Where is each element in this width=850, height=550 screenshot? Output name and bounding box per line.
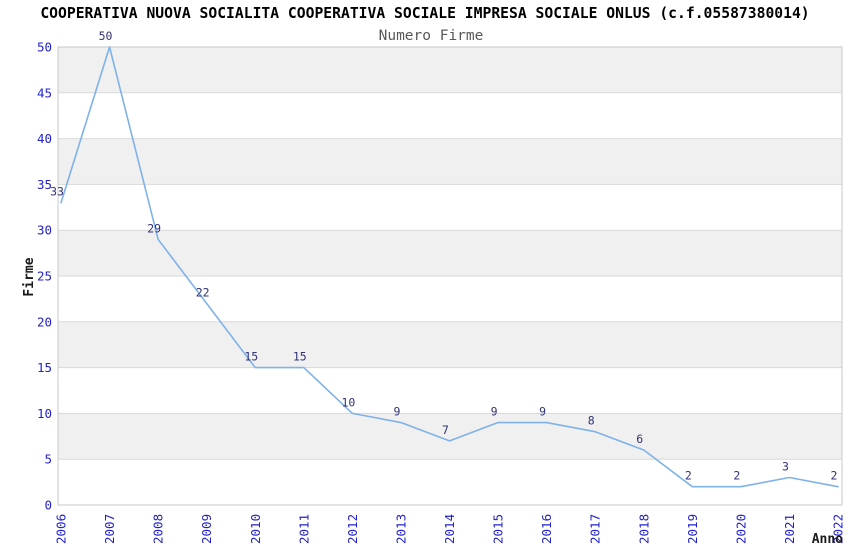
point-label-2006: 33 (50, 185, 64, 199)
point-label-2015: 9 (491, 405, 498, 419)
chart-title: COOPERATIVA NUOVA SOCIALITA COOPERATIVA … (40, 5, 810, 22)
x-tick-label-2010: 2010 (248, 514, 263, 544)
y-tick-label-50: 50 (37, 40, 52, 55)
point-label-2009: 22 (196, 285, 210, 299)
y-tick-label-0: 0 (44, 498, 52, 513)
y-tick-label-30: 30 (37, 223, 52, 238)
plot-band (58, 230, 842, 276)
plot-band (58, 413, 842, 460)
point-label-2017: 8 (588, 414, 595, 428)
x-tick-label-2008: 2008 (151, 514, 166, 544)
y-tick-label-10: 10 (37, 406, 52, 421)
x-tick-label-2020: 2020 (733, 514, 748, 544)
x-tick-label-2018: 2018 (636, 514, 651, 544)
x-tick-label-2013: 2013 (393, 514, 408, 544)
point-label-2008: 29 (147, 221, 161, 235)
x-tick-label-2016: 2016 (539, 514, 554, 544)
chart-subtitle: Numero Firme (378, 28, 484, 44)
plot-band (58, 321, 842, 368)
plot-border (57, 46, 843, 506)
x-tick-label-2009: 2009 (199, 514, 214, 544)
point-label-2018: 6 (636, 432, 643, 446)
y-tick-label-15: 15 (37, 360, 52, 375)
x-tick-label-2006: 2006 (54, 514, 69, 544)
y-tick-label-25: 25 (37, 269, 52, 284)
y-tick-label-45: 45 (37, 85, 52, 100)
plot-band (58, 47, 842, 93)
y-tick-label-40: 40 (37, 131, 52, 146)
point-label-2020: 2 (733, 469, 740, 483)
y-tick-label-35: 35 (37, 177, 52, 192)
x-axis-title: Anno (812, 532, 843, 547)
x-tick-label-2012: 2012 (345, 514, 360, 544)
data-line (60, 46, 839, 488)
x-tick-label-2019: 2019 (685, 514, 700, 544)
point-label-2010: 15 (244, 350, 258, 364)
point-label-2019: 2 (685, 469, 692, 483)
point-label-2016: 9 (539, 405, 546, 419)
plot-band (58, 138, 842, 185)
x-tick-label-2014: 2014 (442, 514, 457, 544)
point-label-2007: 50 (99, 29, 113, 43)
x-tick-label-2007: 2007 (102, 514, 117, 544)
point-label-2021: 3 (782, 460, 789, 474)
x-tick-label-2021: 2021 (782, 514, 797, 544)
x-tick-label-2017: 2017 (588, 514, 603, 544)
point-label-2011: 15 (293, 350, 307, 364)
point-label-2014: 7 (442, 423, 449, 437)
x-tick-label-2022: 2022 (831, 514, 846, 544)
y-tick-label-5: 5 (44, 452, 52, 467)
x-tick-label-2011: 2011 (296, 514, 311, 544)
point-label-2013: 9 (393, 405, 400, 419)
y-axis-title: Firme (22, 257, 37, 296)
point-label-2022: 2 (831, 469, 838, 483)
point-label-2012: 10 (341, 395, 355, 409)
x-tick-label-2015: 2015 (491, 514, 506, 544)
y-tick-label-20: 20 (37, 314, 52, 329)
